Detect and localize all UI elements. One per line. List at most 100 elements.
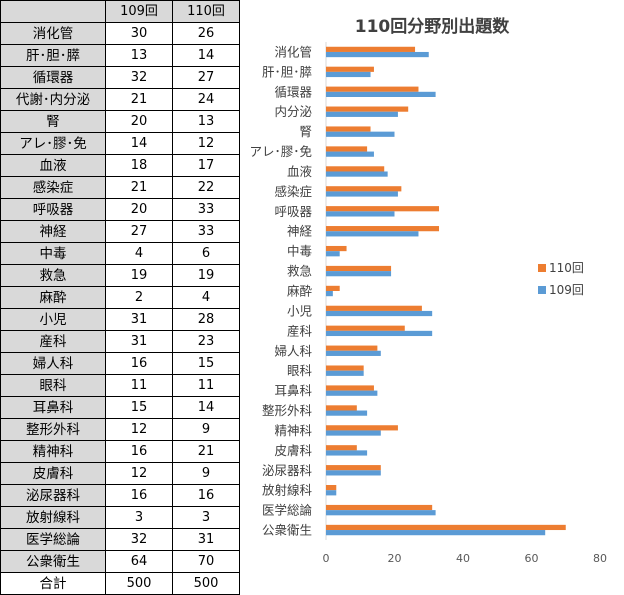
value-110-cell[interactable]: 12	[172, 132, 240, 155]
bar-109	[326, 450, 368, 456]
value-109-cell[interactable]: 3	[105, 506, 173, 529]
row-label-cell[interactable]: 産科	[0, 330, 106, 353]
row-label-cell[interactable]: 神経	[0, 220, 106, 243]
value-109-cell[interactable]: 31	[105, 330, 173, 353]
bar-109	[326, 350, 381, 356]
value-109-cell[interactable]: 16	[105, 440, 173, 463]
value-109-cell[interactable]: 16	[105, 352, 173, 375]
value-110-cell[interactable]: 26	[172, 22, 240, 45]
row-label-cell[interactable]: 婦人科	[0, 352, 106, 375]
value-110-cell[interactable]: 33	[172, 198, 240, 221]
value-109-cell[interactable]: 27	[105, 220, 173, 243]
row-label-cell[interactable]: 中毒	[0, 242, 106, 265]
category-label: 婦人科	[274, 343, 312, 358]
value-110-cell[interactable]: 500	[172, 572, 240, 595]
header-row: 109回 110回	[0, 0, 240, 23]
value-109-cell[interactable]: 32	[105, 528, 173, 551]
bar-110	[326, 405, 357, 411]
row-label-cell[interactable]: 皮膚科	[0, 462, 106, 485]
table-row: 代謝･内分泌 21 24	[0, 88, 240, 111]
value-109-cell[interactable]: 20	[105, 110, 173, 133]
row-label-cell[interactable]: 公衆衛生	[0, 550, 106, 573]
table-row: 精神科 16 21	[0, 440, 240, 463]
category-label: 呼吸器	[274, 204, 312, 219]
value-110-cell[interactable]: 28	[172, 308, 240, 331]
row-label-cell[interactable]: 放射線科	[0, 506, 106, 529]
bar-109	[326, 430, 381, 436]
row-label-cell[interactable]: 精神科	[0, 440, 106, 463]
row-label-cell[interactable]: 泌尿器科	[0, 484, 106, 507]
value-110-cell[interactable]: 14	[172, 396, 240, 419]
value-110-cell[interactable]: 4	[172, 286, 240, 309]
value-110-cell[interactable]: 3	[172, 506, 240, 529]
table-row: 感染症 21 22	[0, 176, 240, 199]
row-label-cell[interactable]: 呼吸器	[0, 198, 106, 221]
value-109-cell[interactable]: 21	[105, 88, 173, 111]
chart-area: 110回分野別出題数 消化管 肝･胆･膵 循環器 内分泌腎アレ･膠･免 血液 感染症 呼吸器神…	[240, 0, 624, 570]
row-label-cell[interactable]: 腎	[0, 110, 106, 133]
value-110-cell[interactable]: 13	[172, 110, 240, 133]
row-label-cell[interactable]: 合計	[0, 572, 106, 595]
value-109-cell[interactable]: 2	[105, 286, 173, 309]
value-110-cell[interactable]: 23	[172, 330, 240, 353]
value-110-cell[interactable]: 19	[172, 264, 240, 287]
value-110-cell[interactable]: 24	[172, 88, 240, 111]
row-label-cell[interactable]	[0, 0, 106, 23]
value-110-cell[interactable]: 70	[172, 550, 240, 573]
value-109-cell[interactable]: 12	[105, 462, 173, 485]
row-label-cell[interactable]: アレ･膠･免	[0, 132, 106, 155]
value-110-cell[interactable]: 27	[172, 66, 240, 89]
value-110-cell[interactable]: 9	[172, 418, 240, 441]
value-109-cell[interactable]: 20	[105, 198, 173, 221]
value-110-cell[interactable]: 31	[172, 528, 240, 551]
value-109-cell[interactable]: 18	[105, 154, 173, 177]
row-label-cell[interactable]: 循環器	[0, 66, 106, 89]
row-label-cell[interactable]: 麻酔	[0, 286, 106, 309]
row-label-cell[interactable]: 眼科	[0, 374, 106, 397]
row-label-cell[interactable]: 感染症	[0, 176, 106, 199]
row-label-cell[interactable]: 耳鼻科	[0, 396, 106, 419]
value-109-cell[interactable]: 12	[105, 418, 173, 441]
value-109-cell[interactable]: 21	[105, 176, 173, 199]
value-109-cell[interactable]: 4	[105, 242, 173, 265]
bar-110	[326, 485, 337, 491]
value-110-cell[interactable]: 11	[172, 374, 240, 397]
value-110-cell[interactable]: 21	[172, 440, 240, 463]
value-110-cell[interactable]: 16	[172, 484, 240, 507]
table-row: 産科 31 23	[0, 330, 240, 353]
row-label-cell[interactable]: 救急	[0, 264, 106, 287]
value-109-cell[interactable]: 109回	[105, 0, 173, 23]
value-110-cell[interactable]: 33	[172, 220, 240, 243]
bar-109	[326, 51, 429, 58]
value-109-cell[interactable]: 31	[105, 308, 173, 331]
row-label-cell[interactable]: 小児	[0, 308, 106, 331]
value-110-cell[interactable]: 17	[172, 154, 240, 177]
value-109-cell[interactable]: 19	[105, 264, 173, 287]
value-109-cell[interactable]: 64	[105, 550, 173, 573]
value-109-cell[interactable]: 11	[105, 374, 173, 397]
value-109-cell[interactable]: 32	[105, 66, 173, 89]
row-label-cell[interactable]: 整形外科	[0, 418, 106, 441]
row-label-cell[interactable]: 肝･胆･膵	[0, 44, 106, 67]
category-label: 放射線科	[262, 483, 313, 498]
row-label-cell[interactable]: 消化管	[0, 22, 106, 45]
bar-110	[326, 425, 398, 431]
category-label: 血液	[287, 164, 313, 179]
value-109-cell[interactable]: 30	[105, 22, 173, 45]
value-110-cell[interactable]: 6	[172, 242, 240, 265]
value-110-cell[interactable]: 14	[172, 44, 240, 67]
value-109-cell[interactable]: 14	[105, 132, 173, 155]
row-label-cell[interactable]: 医学総論	[0, 528, 106, 551]
table-row: 婦人科 16 15	[0, 352, 240, 375]
value-110-cell[interactable]: 110回	[172, 0, 240, 23]
value-109-cell[interactable]: 500	[105, 572, 173, 595]
value-109-cell[interactable]: 15	[105, 396, 173, 419]
category-label: 循環器	[274, 84, 312, 99]
value-110-cell[interactable]: 9	[172, 462, 240, 485]
value-109-cell[interactable]: 16	[105, 484, 173, 507]
value-110-cell[interactable]: 15	[172, 352, 240, 375]
row-label-cell[interactable]: 血液	[0, 154, 106, 177]
value-109-cell[interactable]: 13	[105, 44, 173, 67]
row-label-cell[interactable]: 代謝･内分泌	[0, 88, 106, 111]
value-110-cell[interactable]: 22	[172, 176, 240, 199]
